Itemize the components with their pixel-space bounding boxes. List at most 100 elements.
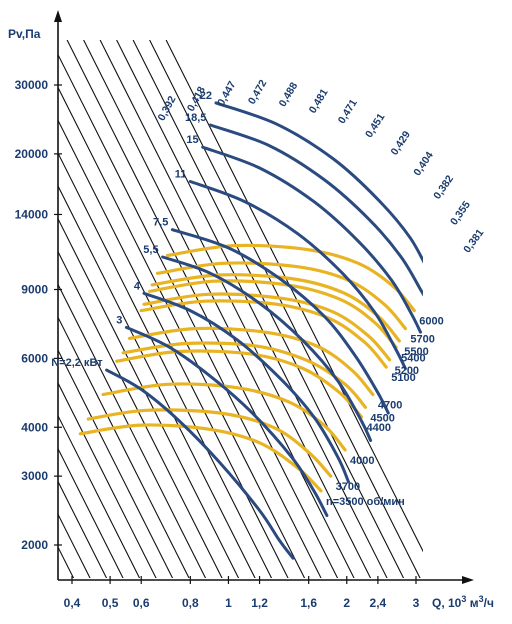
speed-curve-label: 4500 (370, 412, 394, 424)
efficiency-label: 0,392 (156, 94, 179, 123)
speed-curve (86, 408, 333, 478)
power-curve (161, 255, 373, 442)
y-tick-label: 4000 (21, 420, 48, 434)
speed-curve-label: 4400 (366, 422, 390, 434)
power-curve-label: 22 (200, 90, 212, 102)
efficiency-label: 0,471 (336, 97, 360, 126)
speed-curve (101, 382, 347, 452)
efficiency-label: 0,472 (246, 78, 270, 107)
speed-curve-label: 6000 (419, 316, 443, 328)
speed-curve-label: n=3500 об/мин (326, 496, 405, 508)
speed-curve (127, 326, 375, 397)
system-line (58, 250, 223, 578)
speed-curve-label: 5100 (391, 372, 415, 384)
power-curve (201, 145, 422, 334)
speed-curve-label: 4700 (378, 400, 402, 412)
efficiency-labels: 0,392 0,418 0,447 0,472 0,488 0,481 0,471 0,451… (156, 78, 487, 256)
speed-curve-label: 5200 (395, 365, 419, 377)
efficiency-label: 0,481 (307, 87, 331, 116)
system-line (58, 348, 174, 578)
system-line (58, 414, 141, 578)
speed-curve-label: 5700 (410, 334, 434, 346)
system-line (58, 381, 157, 578)
speed-curve-label: 3700 (336, 481, 360, 493)
power-curve-label: 11 (175, 168, 187, 180)
power-curve (105, 368, 295, 560)
system-line (58, 447, 124, 578)
power-curve (124, 325, 329, 517)
power-curve-label: 18,5 (185, 112, 206, 124)
x-axis-arrow (462, 576, 474, 584)
efficiency-label: 0,488 (277, 80, 301, 109)
system-line (0, 40, 58, 580)
system-line (58, 513, 91, 578)
x-ticks: 0,4 0,5 0,6 0,8 1 1,2 1,6 2 2,4 3 (64, 576, 420, 610)
y-ticks: 2000 3000 4000 6000 9000 14000 20000 30000 (15, 78, 62, 552)
efficiency-label: 0,447 (215, 79, 238, 108)
system-line (116, 40, 388, 578)
power-curve-label: N=2,2 кВт (51, 357, 103, 369)
y-tick-label: 30000 (15, 78, 49, 92)
efficiency-label: 0,404 (411, 150, 436, 179)
x-tick-label: 1,2 (251, 596, 268, 610)
y-tick-label: 2000 (21, 538, 48, 552)
speed-curve (142, 292, 392, 362)
speed-curve-label: 4000 (350, 455, 374, 467)
system-line (149, 40, 421, 578)
efficiency-label: 0,429 (388, 129, 413, 158)
system-line (58, 316, 190, 578)
speed-curve-label: 5500 (404, 346, 428, 358)
efficiency-label: 0,382 (431, 173, 456, 202)
power-curve-label: 3 (116, 314, 122, 326)
speed-curves (78, 243, 416, 493)
power-curve-label: 4 (134, 280, 141, 292)
y-axis-title: Pv,Па (8, 27, 41, 41)
system-line (66, 40, 339, 578)
speed-curve-label: 5400 (401, 352, 425, 364)
x-tick-label: 2 (343, 596, 350, 610)
y-axis-arrow (54, 10, 62, 22)
x-tick-label: 1 (225, 596, 232, 610)
power-curve-label: 5,5 (143, 244, 158, 256)
system-line (58, 151, 273, 578)
system-line (58, 184, 256, 578)
efficiency-label: 0,451 (363, 111, 387, 140)
power-curve (142, 291, 350, 484)
speed-curve (148, 279, 398, 349)
axes: Pv,Па Q, 103 м3/ч (8, 10, 494, 610)
system-line (58, 545, 75, 578)
power-curve (170, 228, 390, 415)
x-axis-title: Q, 103 м3/ч (432, 594, 494, 610)
system-line (99, 40, 372, 578)
y-tick-label: 6000 (21, 351, 48, 365)
power-curve (188, 180, 407, 371)
system-line (58, 217, 240, 578)
speed-curve (115, 349, 364, 419)
x-tick-label: 0,6 (133, 596, 150, 610)
system-line (58, 283, 207, 578)
power-curve-label: 15 (186, 134, 198, 146)
power-curve-label: 7,5 (153, 217, 168, 229)
system-line (83, 40, 355, 578)
speed-curve (139, 299, 388, 369)
x-tick-label: 2,4 (370, 596, 387, 610)
system-line (58, 86, 306, 578)
power-curve (208, 123, 423, 297)
efficiency-label: 0,355 (448, 199, 473, 228)
y-tick-label: 20000 (15, 147, 49, 161)
power-curve (214, 101, 423, 264)
speed-curve (121, 341, 367, 409)
speed-curve (155, 261, 407, 331)
power-curves (105, 101, 423, 560)
system-line (58, 480, 108, 578)
power-labels: N=2,2 кВт 3 4 5,5 7,5 11 15 18,5 22 (51, 90, 212, 369)
efficiency-label: 0,381 (461, 227, 486, 255)
x-tick-label: 0,8 (182, 596, 199, 610)
x-tick-label: 0,4 (64, 596, 81, 610)
y-tick-label: 9000 (21, 283, 48, 297)
x-tick-label: 3 (413, 596, 420, 610)
y-tick-label: 3000 (21, 469, 48, 483)
y-tick-label: 14000 (15, 207, 49, 221)
